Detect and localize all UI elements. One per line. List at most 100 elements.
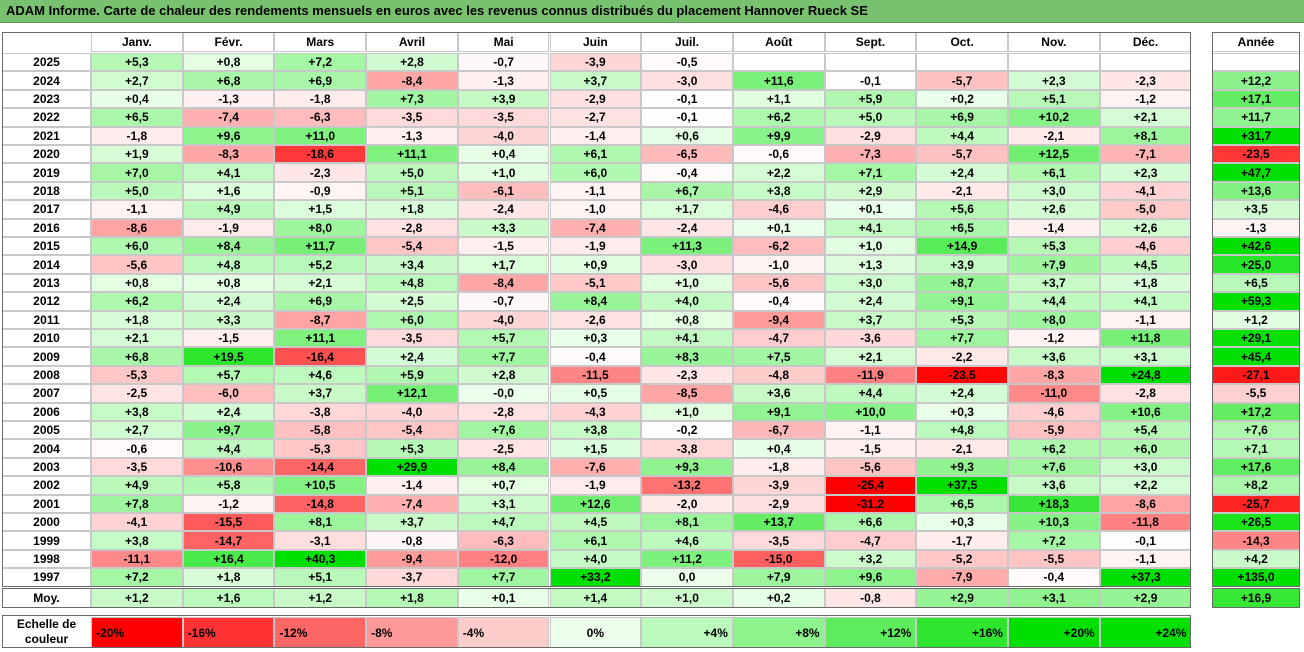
heatmap-cell: +2,8 — [366, 53, 458, 72]
heatmap-cell: +5,9 — [366, 365, 458, 385]
heatmap-cell: +3,4 — [366, 255, 458, 274]
heatmap-cell: +0,8 — [91, 273, 183, 293]
heatmap-cell: +8,0 — [1008, 310, 1100, 329]
heatmap-cell: +0,4 — [457, 145, 550, 164]
row-label: 2025 — [2, 53, 91, 72]
heatmap-cell: -1,2 — [1008, 329, 1100, 348]
row-label: 2019 — [2, 163, 91, 182]
heatmap-cell: -8,6 — [91, 218, 183, 237]
heatmap-cell: -1,4 — [366, 476, 458, 495]
average-cell: +1,0 — [641, 588, 733, 608]
heatmap-cell: +9,3 — [641, 457, 733, 477]
heatmap-cell: -7,4 — [182, 108, 275, 127]
heatmap-cell: +4,0 — [641, 292, 733, 311]
heatmap-cell: +3,9 — [916, 255, 1008, 274]
heatmap-cell — [732, 53, 825, 72]
year-total-cell: +45,4 — [1212, 347, 1300, 366]
row-label: 2012 — [2, 292, 91, 311]
average-cell: +2,9 — [1099, 588, 1192, 608]
heatmap-cell: -2,7 — [549, 108, 642, 127]
chart-title: ADAM Informe. Carte de chaleur des rende… — [6, 3, 868, 18]
heatmap-cell: -1,5 — [824, 439, 917, 458]
year-total-cell: +29,1 — [1212, 329, 1300, 348]
year-total-cell: +17,2 — [1212, 402, 1300, 421]
heatmap-cell: +3,9 — [457, 89, 550, 109]
row-label: 2004 — [2, 439, 91, 458]
heatmap-cell: +0,2 — [916, 89, 1008, 109]
heatmap-cell: -12,0 — [457, 549, 550, 569]
heatmap-cell: +5,3 — [91, 53, 183, 72]
heatmap-cell: +1,0 — [824, 237, 917, 256]
heatmap-cell: -6,5 — [641, 145, 733, 164]
legend-swatch: -12% — [274, 617, 367, 648]
heatmap-cell: +1,8 — [1099, 273, 1192, 293]
heatmap-cell: -0,2 — [641, 421, 733, 440]
heatmap-cell: +7,6 — [457, 421, 550, 440]
heatmap-cell: +3,1 — [1099, 347, 1192, 366]
heatmap-cell: +2,9 — [824, 181, 917, 201]
heatmap-cell: +4,6 — [641, 531, 733, 550]
heatmap-cell: +11,6 — [732, 71, 825, 90]
heatmap-cell: -9,4 — [732, 310, 825, 329]
heatmap-cell: +11,1 — [274, 329, 367, 348]
heatmap-cell: +11,3 — [641, 237, 733, 256]
heatmap-cell: +4,4 — [824, 384, 917, 403]
heatmap-cell: +5,1 — [274, 568, 367, 587]
column-header: Févr. — [182, 32, 275, 52]
column-header: Juin — [549, 32, 642, 52]
heatmap-cell: +6,5 — [916, 218, 1008, 237]
heatmap-cell: +4,1 — [824, 218, 917, 237]
heatmap-cell: +0,4 — [91, 89, 183, 109]
year-total-cell: +42,6 — [1212, 237, 1300, 256]
heatmap-cell: -6,7 — [732, 421, 825, 440]
heatmap-cell: -0,4 — [641, 163, 733, 182]
heatmap-cell: -4,1 — [1099, 181, 1192, 201]
heatmap-cell: -3,5 — [457, 108, 550, 127]
heatmap-cell: +1,0 — [641, 273, 733, 293]
heatmap-cell: -2,4 — [641, 218, 733, 237]
heatmap-cell: +6,6 — [824, 513, 917, 532]
heatmap-cell: +11,1 — [366, 145, 458, 164]
heatmap-cell: -9,4 — [366, 549, 458, 569]
heatmap-cell: -31,2 — [824, 494, 917, 513]
year-total-cell: +3,5 — [1212, 200, 1300, 219]
heatmap-cell: -2,1 — [916, 439, 1008, 458]
heatmap-cell: +4,5 — [549, 513, 642, 532]
heatmap-cell: -4,0 — [457, 126, 550, 145]
heatmap-cell: +2,4 — [182, 402, 275, 421]
heatmap-cell: -2,2 — [916, 347, 1008, 366]
average-cell: +0,2 — [732, 588, 825, 608]
heatmap-cell: +6,0 — [91, 237, 183, 256]
year-total-cell: +17,1 — [1212, 89, 1300, 109]
average-cell: +3,1 — [1008, 588, 1100, 608]
heatmap-cell: -1,9 — [549, 237, 642, 256]
heatmap-cell: -0,5 — [641, 53, 733, 72]
heatmap-cell: -2,1 — [916, 181, 1008, 201]
heatmap-cell: -4,6 — [1008, 402, 1100, 421]
heatmap-cell: +7,7 — [916, 329, 1008, 348]
heatmap-cell: +7,2 — [91, 568, 183, 587]
year-total-cell: +59,3 — [1212, 292, 1300, 311]
heatmap-cell: +1,6 — [182, 181, 275, 201]
heatmap-cell: -2,4 — [457, 200, 550, 219]
heatmap-cell: +2,3 — [1099, 163, 1192, 182]
heatmap-cell: -2,8 — [457, 402, 550, 421]
legend-swatch: 0% — [549, 617, 642, 648]
heatmap-cell: +6,9 — [274, 292, 367, 311]
heatmap-cell: +2,8 — [457, 365, 550, 385]
heatmap-cell: -7,1 — [1099, 145, 1192, 164]
heatmap-cell: -2,6 — [549, 310, 642, 329]
heatmap-cell: -0,6 — [91, 439, 183, 458]
heatmap-cell: +8,3 — [641, 347, 733, 366]
heatmap-cell: +2,7 — [91, 71, 183, 90]
heatmap-cell: -3,6 — [824, 329, 917, 348]
row-label: 2011 — [2, 310, 91, 329]
heatmap-cell: +8,4 — [549, 292, 642, 311]
column-header: Août — [732, 32, 825, 52]
heatmap-cell: -15,5 — [182, 513, 275, 532]
heatmap-cell: -1,3 — [182, 89, 275, 109]
heatmap-cell: +10,3 — [1008, 513, 1100, 532]
heatmap-cell: +0,8 — [182, 53, 275, 72]
heatmap-cell: +37,3 — [1099, 568, 1192, 587]
